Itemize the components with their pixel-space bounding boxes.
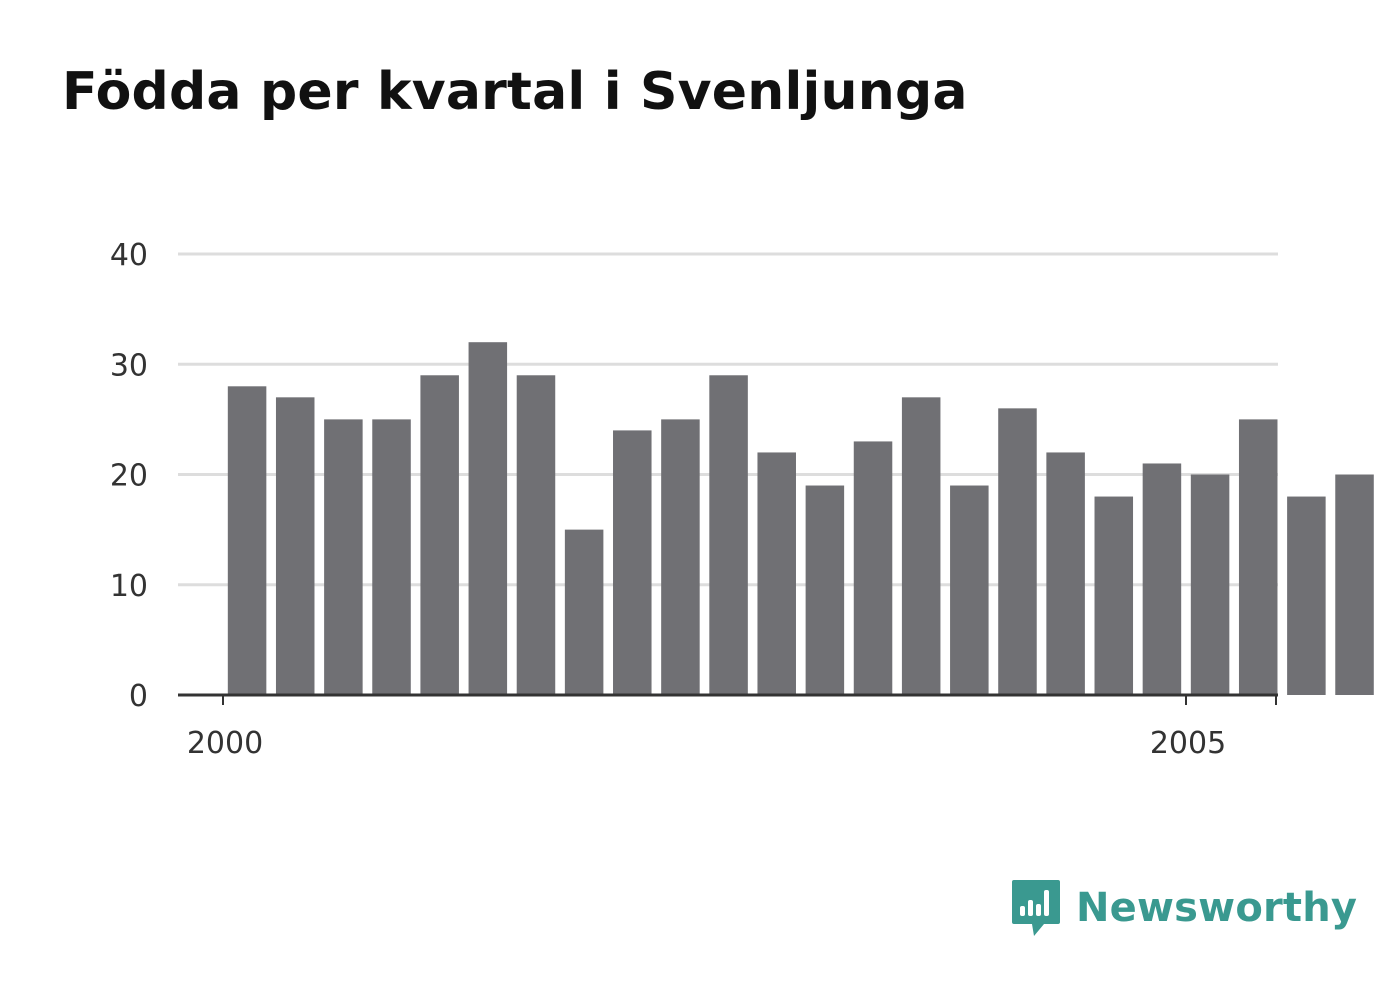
y-tick-label: 20 bbox=[110, 459, 148, 494]
bar bbox=[757, 452, 796, 695]
bar bbox=[613, 430, 652, 695]
bar bbox=[950, 485, 989, 695]
logo-text: Newsworthy bbox=[1076, 885, 1358, 931]
x-tick-label: 2005 bbox=[1150, 726, 1226, 761]
bar bbox=[853, 441, 893, 695]
bars bbox=[227, 342, 1374, 695]
bar bbox=[516, 375, 556, 695]
bar bbox=[1142, 463, 1182, 695]
y-axis-ticks: 0 10 20 30 40 bbox=[110, 238, 148, 714]
y-tick-label: 10 bbox=[110, 569, 148, 604]
x-tick-label: 2000 bbox=[187, 726, 263, 761]
bar bbox=[324, 419, 363, 695]
newsworthy-logo: Newsworthy bbox=[1010, 878, 1357, 938]
x-axis: 200020052010201520202025 bbox=[178, 693, 1278, 761]
bar bbox=[420, 375, 459, 695]
bar bbox=[564, 529, 604, 695]
bar bbox=[901, 397, 941, 695]
y-tick-label: 40 bbox=[110, 238, 148, 273]
bar bbox=[1335, 474, 1374, 695]
y-tick-label: 30 bbox=[110, 348, 148, 383]
bar bbox=[227, 386, 267, 695]
y-tick-label: 0 bbox=[129, 679, 148, 714]
bar bbox=[1046, 452, 1085, 695]
bar bbox=[275, 397, 315, 695]
bar bbox=[1287, 496, 1326, 695]
bar bbox=[372, 419, 411, 695]
bar bbox=[998, 408, 1037, 695]
bar bbox=[468, 342, 508, 695]
bar bbox=[661, 419, 700, 695]
bar bbox=[1094, 496, 1134, 695]
chart-title: Födda per kvartal i Svenljunga bbox=[62, 62, 968, 122]
bar bbox=[709, 375, 748, 695]
bar bbox=[805, 485, 845, 695]
bar bbox=[1238, 419, 1278, 695]
bar bbox=[1190, 474, 1230, 695]
newsworthy-logo-icon bbox=[1012, 880, 1060, 936]
